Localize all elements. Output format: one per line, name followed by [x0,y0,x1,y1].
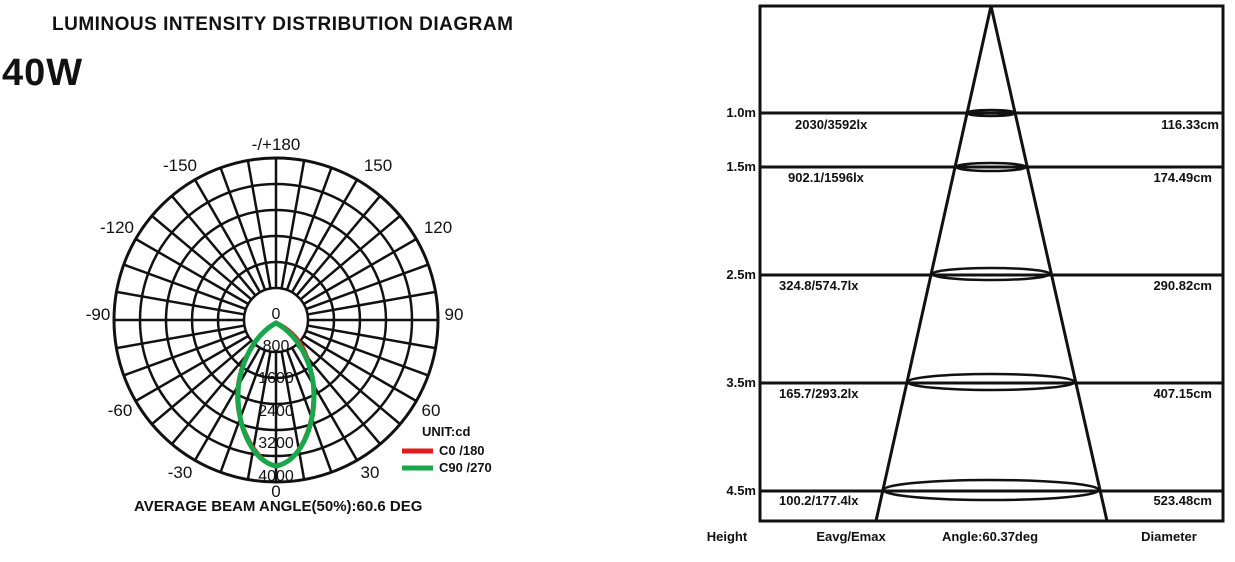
height-label: 4.5m [726,483,756,498]
polar-spoke [219,349,267,473]
polar-spoke [285,167,333,291]
polar-angle-labels: -/+180 -150 150 -120 120 -90 90 -60 60 -… [86,135,464,501]
illuminance-label: 165.7/293.2lx [779,386,859,401]
beam-ellipse [954,161,1028,173]
polar-spoke [151,339,253,426]
height-label: 1.5m [726,159,756,174]
polar-spoke [290,347,359,461]
polar-spoke [307,324,436,350]
angle-label: 0 [271,482,280,501]
polar-spoke [246,351,272,480]
height-label: 3.5m [726,375,756,390]
cone-edge-left [874,5,993,522]
illuminance-label: 324.8/574.7lx [779,278,859,293]
angle-label: 30 [361,463,380,482]
polar-spoke [193,347,262,461]
angle-label: -60 [108,401,133,420]
c90-curve [235,320,317,469]
unit-label: UNIT:cd [422,424,470,439]
illuminance-label: 902.1/1596lx [788,170,865,185]
polar-spoke [299,214,401,301]
intensity-label: 0 [272,306,281,323]
angle-label: 150 [364,156,392,175]
polar-spoke [305,263,429,311]
polar-spoke [295,343,382,445]
polar-spoke [123,329,247,377]
polar-spoke [305,329,429,377]
polar-spoke [303,334,417,403]
footer-diameter: Diameter [1141,529,1197,544]
polar-spoke [151,214,253,301]
angle-label: -150 [163,156,197,175]
diameter-label: 523.48cm [1153,493,1212,508]
legend-label-c90: C90 /270 [439,460,492,475]
diameter-label: 290.82cm [1153,278,1212,293]
polar-spoke [299,339,401,426]
power-label: 40W [2,52,84,94]
polar-spoke [193,179,262,293]
diagram-title: LUMINOUS INTENSITY DISTRIBUTION DIAGRAM [52,14,514,35]
beam-ellipse [965,108,1017,118]
polar-spoke [135,237,249,306]
cone-frame [758,4,1225,523]
polar-spoke [285,349,333,473]
footer-angle: Angle:60.37deg [942,529,1038,544]
height-label: 2.5m [726,267,756,282]
cone-diagram: 1.0m 1.5m 2.5m 3.5m 4.5m 2030/3592lx 902… [707,4,1225,544]
footer-eavg-emax: Eavg/Emax [816,529,886,544]
polar-spoke [295,195,382,297]
polar-spoke [280,160,306,289]
angle-label: -90 [86,305,111,324]
angle-label: 60 [422,401,441,420]
illuminance-label: 100.2/177.4lx [779,493,859,508]
polar-spoke [219,167,267,291]
polar-spoke [303,237,417,306]
polar-spoke [135,334,249,403]
beam-ellipse [905,372,1077,392]
diameter-label: 174.49cm [1153,170,1212,185]
angle-label: -30 [168,463,193,482]
polar-spoke [170,195,257,297]
beam-angle-text: AVERAGE BEAM ANGLE(50%):60.6 DEG [134,498,422,515]
polar-spoke [290,179,359,293]
legend: UNIT:cd C0 /180 C90 /270 [402,424,492,475]
intensity-label: 800 [263,338,290,355]
intensity-labels: 0 800 1600 2400 3200 4000 [258,306,294,485]
intensity-label: 4000 [258,468,294,485]
polar-spoke [246,160,272,289]
polar-spoke [116,324,245,350]
polar-spoke [307,290,436,316]
beam-ellipse [881,478,1101,502]
beam-ellipse [930,266,1052,282]
illuminance-label: 2030/3592lx [795,117,868,132]
polar-grid [112,156,440,484]
height-label: 1.0m [726,105,756,120]
polar-spoke [280,351,306,480]
diameter-label: 116.33cm [1161,117,1219,132]
polar-spoke [123,263,247,311]
footer-height: Height [707,529,748,544]
diameter-label: 407.15cm [1153,386,1212,401]
angle-label: -120 [100,218,134,237]
intensity-label: 3200 [258,435,294,452]
angle-label: -/+180 [252,135,301,154]
intensity-label: 1600 [258,370,294,387]
angle-label: 90 [445,305,464,324]
legend-label-c0: C0 /180 [439,443,485,458]
polar-spoke [170,343,257,445]
cone-edge-right [989,5,1109,522]
intensity-label: 2400 [258,403,294,420]
angle-label: 120 [424,218,452,237]
polar-spoke [116,290,245,316]
